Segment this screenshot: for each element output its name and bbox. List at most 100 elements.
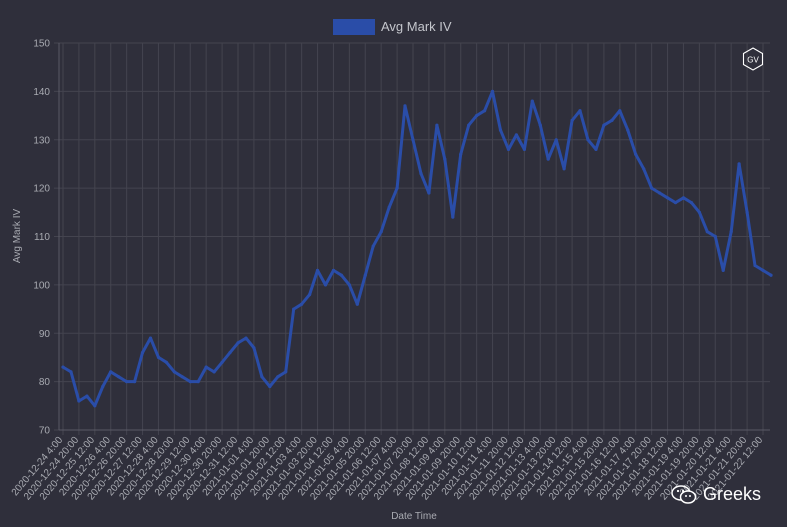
data-point <box>148 336 153 340</box>
data-point <box>665 196 670 200</box>
data-point <box>427 191 431 195</box>
data-point <box>490 89 495 93</box>
data-point <box>681 196 686 200</box>
data-point <box>498 128 503 132</box>
data-point <box>546 157 550 161</box>
data-point <box>713 234 717 239</box>
data-point <box>689 201 694 205</box>
data-point <box>276 375 280 379</box>
data-point <box>387 205 391 210</box>
data-point <box>650 186 654 190</box>
data-point <box>745 210 749 214</box>
data-point <box>554 138 558 142</box>
wechat-icon <box>671 484 697 504</box>
data-point <box>228 351 232 355</box>
data-point <box>459 152 463 156</box>
data-point <box>506 147 511 151</box>
data-point <box>339 273 343 277</box>
data-point <box>125 380 129 384</box>
y-tick-label: 130 <box>33 135 50 146</box>
legend-swatch <box>333 19 375 35</box>
data-point <box>196 380 200 384</box>
watermark: Greeks <box>671 484 761 505</box>
data-point <box>483 109 487 113</box>
data-point <box>634 152 638 156</box>
data-point <box>156 355 161 359</box>
y-axis: 70 80 90 100 110 120 130 140 150 <box>33 39 60 437</box>
data-point <box>411 138 415 142</box>
y-tick-label: 80 <box>39 377 51 388</box>
data-point <box>626 128 630 132</box>
data-point <box>355 302 359 306</box>
data-point <box>658 191 662 195</box>
y-tick-label: 70 <box>39 426 51 437</box>
data-point <box>443 157 447 161</box>
data-point <box>85 394 89 398</box>
data-point <box>673 201 678 205</box>
data-point <box>69 370 73 374</box>
data-point <box>212 370 216 374</box>
series-line <box>61 89 773 408</box>
data-point <box>578 109 582 113</box>
data-point <box>522 147 527 151</box>
x-axis-title: Date Time <box>391 511 437 522</box>
y-tick-label: 150 <box>33 39 50 50</box>
data-point <box>475 114 479 118</box>
data-point <box>323 283 328 287</box>
data-point <box>300 302 304 306</box>
grid <box>54 42 770 435</box>
data-point <box>753 263 757 268</box>
data-point <box>451 215 455 219</box>
plot-area <box>61 89 773 408</box>
data-point <box>117 375 121 379</box>
legend-label: Avg Mark IV <box>381 19 452 34</box>
data-point <box>133 380 137 384</box>
data-point <box>729 230 733 234</box>
data-point <box>292 307 296 311</box>
data-point <box>236 341 240 345</box>
y-tick-label: 120 <box>33 184 50 195</box>
data-point <box>204 365 208 369</box>
data-point <box>268 384 272 389</box>
data-point <box>101 384 105 389</box>
y-tick-label: 140 <box>33 87 50 98</box>
data-point <box>435 123 439 127</box>
data-point <box>610 118 614 122</box>
legend[interactable]: Avg Mark IV <box>333 19 452 35</box>
data-point <box>363 273 367 277</box>
data-point <box>93 404 97 408</box>
y-tick-label: 110 <box>34 232 50 243</box>
gv-badge-text: GV <box>747 56 759 65</box>
data-point <box>188 380 192 384</box>
data-point <box>315 268 320 272</box>
data-point <box>594 147 598 151</box>
data-point <box>586 138 590 142</box>
data-point <box>308 293 312 297</box>
data-point <box>403 104 407 108</box>
data-point <box>347 283 351 287</box>
data-point <box>164 360 168 364</box>
data-point <box>761 268 765 272</box>
data-point <box>705 230 709 234</box>
data-point <box>260 375 264 379</box>
data-point <box>737 162 741 166</box>
data-point <box>284 370 288 374</box>
data-point <box>252 346 256 350</box>
data-point <box>769 273 773 277</box>
data-point <box>467 123 471 127</box>
data-point <box>514 133 519 137</box>
gv-badge-icon: GV <box>742 47 764 71</box>
y-tick-label: 90 <box>39 329 51 340</box>
data-point <box>172 370 176 374</box>
data-point <box>371 244 375 248</box>
data-point <box>379 230 383 234</box>
data-point <box>570 118 574 122</box>
data-point <box>395 186 399 190</box>
data-point <box>642 167 646 171</box>
data-point <box>697 210 702 214</box>
data-point <box>244 336 248 340</box>
data-point <box>419 172 423 176</box>
data-point <box>721 268 725 272</box>
y-axis-title: Avg Mark IV <box>12 209 23 264</box>
data-point <box>562 167 566 171</box>
